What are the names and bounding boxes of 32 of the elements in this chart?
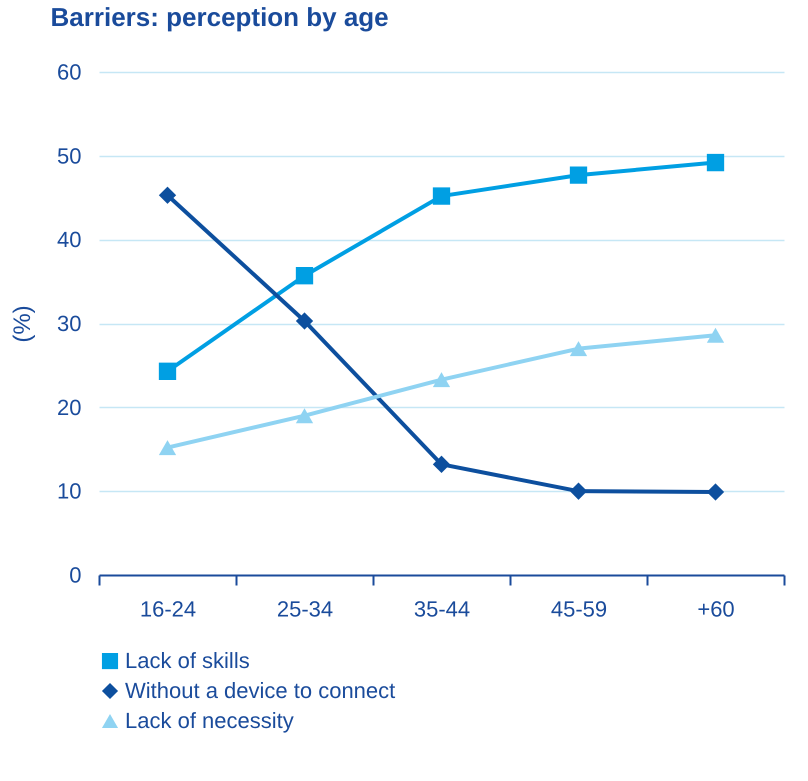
y-tick-label: 0	[69, 562, 82, 588]
point	[158, 186, 176, 204]
point	[296, 312, 314, 330]
x-tick-label: +60	[697, 596, 735, 622]
x-tick-label: 25-34	[276, 596, 334, 622]
point	[296, 267, 314, 284]
point	[158, 362, 176, 380]
point	[706, 328, 724, 343]
y-tick-label: 40	[57, 227, 82, 252]
point	[296, 408, 314, 424]
point	[158, 440, 176, 456]
point	[570, 166, 588, 184]
y-tick-label: 60	[57, 60, 82, 84]
legend-label: Lack of skills	[125, 648, 250, 673]
chart-title: Barriers: perception by age	[50, 2, 389, 32]
y-axis-title: (%)	[9, 305, 36, 343]
legend-label: Without a device to connect	[125, 678, 396, 703]
point	[432, 187, 450, 205]
y-tick-label: 20	[57, 394, 82, 420]
x-tick-label: 16-24	[140, 596, 196, 622]
point	[570, 482, 588, 500]
point	[432, 456, 450, 473]
point	[432, 372, 450, 388]
point	[706, 154, 724, 172]
point	[706, 483, 724, 501]
y-tick-label: 50	[57, 143, 82, 168]
point	[570, 341, 588, 356]
y-tick-label: 30	[57, 311, 82, 336]
y-tick-label: 10	[57, 478, 82, 504]
legend-label: Lack of necessity	[125, 708, 294, 733]
x-tick-label: 45-59	[550, 596, 608, 622]
x-tick-label: 35-44	[414, 596, 470, 622]
